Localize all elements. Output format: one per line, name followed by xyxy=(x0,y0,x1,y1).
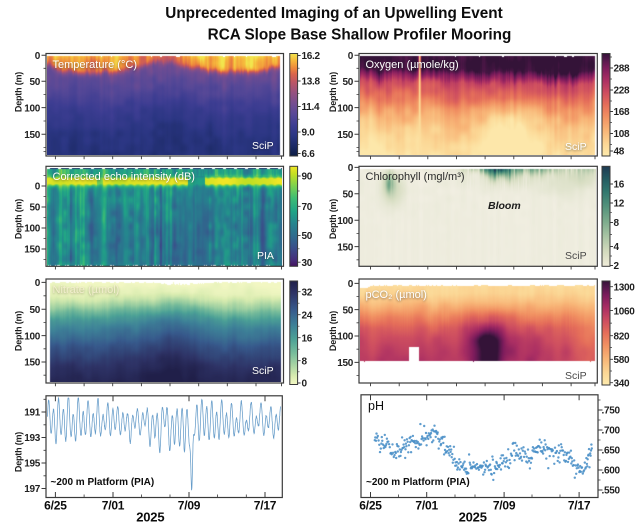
svg-text:48: 48 xyxy=(614,147,625,158)
svg-text:0: 0 xyxy=(35,182,41,193)
svg-text:100: 100 xyxy=(337,332,354,343)
svg-text:195: 195 xyxy=(24,459,41,470)
svg-text:4: 4 xyxy=(614,242,620,253)
svg-text:1300: 1300 xyxy=(614,282,636,293)
svg-text:820: 820 xyxy=(614,331,631,342)
svg-text:168: 168 xyxy=(614,107,631,118)
svg-text:100: 100 xyxy=(24,331,41,342)
svg-text:50: 50 xyxy=(342,77,353,88)
svg-text:150: 150 xyxy=(24,130,41,141)
svg-text:150: 150 xyxy=(337,242,354,253)
svg-text:2: 2 xyxy=(614,261,620,272)
svg-text:50: 50 xyxy=(29,305,40,316)
svg-text:100: 100 xyxy=(337,103,354,114)
svg-text:340: 340 xyxy=(614,378,631,389)
svg-text:70: 70 xyxy=(302,202,313,213)
svg-text:191: 191 xyxy=(24,408,41,419)
svg-text:6/25: 6/25 xyxy=(44,499,67,513)
svg-text:0: 0 xyxy=(302,379,308,390)
svg-text:7/17: 7/17 xyxy=(568,499,591,513)
svg-text:8: 8 xyxy=(302,356,308,367)
svg-text:580: 580 xyxy=(614,355,631,366)
svg-text:30: 30 xyxy=(302,258,313,269)
svg-text:24: 24 xyxy=(302,310,313,321)
svg-text:150: 150 xyxy=(337,130,354,141)
svg-text:Depth (m): Depth (m) xyxy=(328,311,338,351)
svg-text:0: 0 xyxy=(35,278,41,289)
svg-text:7/09: 7/09 xyxy=(493,499,516,513)
svg-text:2025: 2025 xyxy=(459,510,487,525)
svg-text:150: 150 xyxy=(24,245,41,256)
svg-text:100: 100 xyxy=(337,216,354,227)
svg-text:16: 16 xyxy=(302,333,313,344)
svg-text:6/25: 6/25 xyxy=(359,499,382,513)
svg-text:50: 50 xyxy=(29,203,40,214)
svg-text:288: 288 xyxy=(614,64,631,75)
svg-text:7/17: 7/17 xyxy=(254,499,277,513)
svg-text:0: 0 xyxy=(348,279,354,290)
svg-text:50: 50 xyxy=(342,190,353,201)
svg-text:193: 193 xyxy=(24,433,41,444)
svg-text:Depth (m): Depth (m) xyxy=(14,432,24,472)
svg-text:.550: .550 xyxy=(602,486,621,497)
svg-text:Depth (m): Depth (m) xyxy=(328,199,338,239)
svg-text:6.6: 6.6 xyxy=(302,149,316,160)
svg-text:.650: .650 xyxy=(602,446,621,457)
svg-text:Depth (m): Depth (m) xyxy=(14,311,24,351)
svg-text:7/01: 7/01 xyxy=(415,499,438,513)
svg-text:197: 197 xyxy=(24,484,41,495)
svg-text:150: 150 xyxy=(337,358,354,369)
svg-text:108: 108 xyxy=(614,129,631,140)
svg-text:7/01: 7/01 xyxy=(102,499,125,513)
svg-text:150: 150 xyxy=(24,358,41,369)
svg-text:32: 32 xyxy=(302,287,313,298)
svg-text:90: 90 xyxy=(302,172,313,183)
svg-text:0: 0 xyxy=(348,51,354,62)
svg-text:0: 0 xyxy=(35,51,41,62)
svg-text:1060: 1060 xyxy=(614,306,636,317)
svg-text:12: 12 xyxy=(614,199,625,210)
svg-text:9.0: 9.0 xyxy=(302,128,316,139)
svg-text:13.8: 13.8 xyxy=(302,77,321,88)
svg-text:11.4: 11.4 xyxy=(302,102,320,113)
svg-text:100: 100 xyxy=(24,103,41,114)
svg-text:.750: .750 xyxy=(602,406,621,417)
svg-text:0: 0 xyxy=(348,163,354,174)
svg-text:50: 50 xyxy=(302,231,313,242)
svg-text:.600: .600 xyxy=(602,466,621,477)
svg-text:228: 228 xyxy=(614,86,631,97)
svg-text:50: 50 xyxy=(342,305,353,316)
svg-text:100: 100 xyxy=(24,224,41,235)
svg-text:Depth (m): Depth (m) xyxy=(328,72,338,112)
svg-text:Depth (m): Depth (m) xyxy=(14,72,24,112)
svg-text:Depth (m): Depth (m) xyxy=(14,199,24,239)
svg-text:16: 16 xyxy=(614,180,625,191)
svg-text:50: 50 xyxy=(29,77,40,88)
svg-text:2025: 2025 xyxy=(136,510,164,525)
svg-text:16.2: 16.2 xyxy=(302,51,321,62)
svg-text:8: 8 xyxy=(614,218,620,229)
svg-text:7/09: 7/09 xyxy=(178,499,201,513)
svg-text:.700: .700 xyxy=(602,426,621,437)
svg-text:Unprecedented Imaging of an Up: Unprecedented Imaging of an Upwelling Ev… xyxy=(165,5,502,22)
svg-text:RCA Slope Base Shallow Profile: RCA Slope Base Shallow Profiler Mooring xyxy=(208,26,512,43)
